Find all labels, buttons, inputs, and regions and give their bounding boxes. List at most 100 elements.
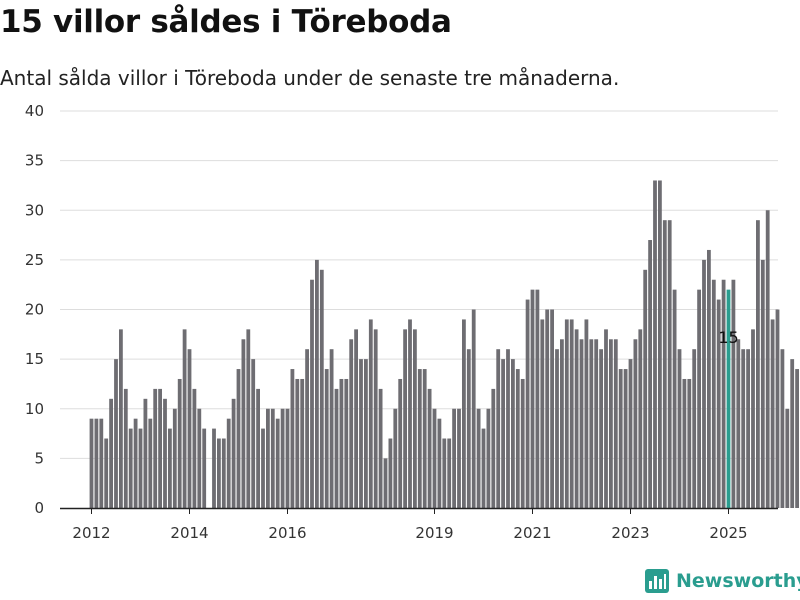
bar — [305, 349, 309, 508]
bar — [123, 388, 128, 508]
bar — [217, 438, 221, 508]
bar — [515, 369, 520, 508]
bar — [197, 408, 202, 508]
bar-highlight — [726, 289, 731, 508]
x-tick-label: 2023 — [611, 524, 649, 542]
bar — [310, 279, 314, 508]
bar — [638, 329, 643, 508]
bar — [373, 329, 378, 508]
bar — [231, 398, 236, 508]
bar — [790, 359, 795, 509]
bar — [133, 418, 138, 508]
bar — [177, 378, 182, 508]
y-tick-label: 20 — [25, 301, 44, 319]
bar — [564, 319, 569, 508]
x-tick-label: 2014 — [170, 524, 208, 542]
bar — [550, 309, 554, 508]
bar — [89, 418, 94, 508]
bar — [251, 359, 256, 509]
bar — [643, 269, 648, 508]
bar — [368, 319, 373, 508]
bar — [236, 369, 241, 508]
bar — [540, 319, 545, 508]
bar — [94, 418, 99, 508]
bar — [119, 329, 123, 508]
bar — [364, 359, 368, 509]
x-tick-label: 2016 — [268, 524, 306, 542]
bar — [555, 349, 559, 508]
bars — [89, 180, 799, 509]
bar — [662, 220, 667, 508]
bar — [584, 319, 589, 508]
y-tick-label: 10 — [25, 400, 44, 418]
bar — [677, 349, 682, 508]
bar — [623, 369, 628, 508]
x-tick-label: 2025 — [709, 524, 747, 542]
bar — [300, 378, 305, 508]
y-tick-label: 40 — [25, 102, 44, 120]
bar — [633, 339, 638, 508]
newsworthy-brand[interactable]: Newsworthy — [644, 568, 800, 594]
bar — [716, 299, 721, 508]
bar — [447, 438, 452, 508]
bar — [579, 339, 584, 508]
bar — [775, 309, 780, 508]
bar — [574, 329, 579, 508]
bar — [530, 289, 535, 508]
bar — [388, 438, 393, 508]
bar — [618, 369, 623, 508]
bar — [143, 398, 148, 508]
bar — [359, 359, 363, 509]
bar — [187, 349, 192, 508]
bar — [354, 329, 358, 508]
bar — [329, 349, 334, 508]
bar — [427, 388, 432, 508]
bar — [751, 329, 755, 508]
bar — [153, 388, 158, 508]
y-tick-label: 25 — [25, 251, 44, 269]
bar — [290, 369, 295, 508]
bar — [349, 339, 354, 508]
highlight-value-label: 15 — [718, 328, 738, 347]
bar — [702, 259, 706, 509]
bar — [452, 408, 456, 508]
bar — [594, 339, 599, 508]
bar — [692, 349, 697, 508]
bar — [417, 369, 422, 508]
bar — [212, 428, 216, 508]
bar — [403, 329, 407, 508]
bar — [697, 289, 701, 508]
bar — [172, 408, 177, 508]
bar — [476, 408, 481, 508]
bar — [413, 329, 417, 508]
bar — [163, 398, 167, 508]
bar — [275, 418, 280, 508]
bar — [486, 408, 491, 508]
x-tick-label: 2012 — [72, 524, 110, 542]
bar — [344, 378, 349, 508]
bar — [109, 398, 113, 508]
y-axis-ticks: 0 5 10 15 20 25 30 35 40 — [25, 102, 44, 517]
y-tick-label: 0 — [34, 499, 44, 517]
chart-subtitle: Antal sålda villor i Töreboda under de s… — [0, 66, 620, 90]
bar — [785, 408, 790, 508]
bar — [266, 408, 270, 508]
bar — [496, 349, 501, 508]
bar — [437, 418, 442, 508]
bar — [721, 279, 726, 508]
bar — [104, 438, 109, 508]
bar — [648, 240, 652, 508]
bar — [687, 378, 692, 508]
bar — [128, 428, 133, 508]
x-tick-label: 2021 — [513, 524, 551, 542]
y-tick-label: 5 — [34, 449, 44, 467]
y-tick-label: 35 — [25, 152, 44, 170]
bar — [760, 259, 765, 509]
bar — [462, 319, 466, 508]
bar — [535, 289, 540, 508]
bar — [226, 418, 231, 508]
bar — [256, 388, 260, 508]
bar — [560, 339, 564, 508]
bar — [711, 279, 716, 508]
bar — [466, 349, 471, 508]
